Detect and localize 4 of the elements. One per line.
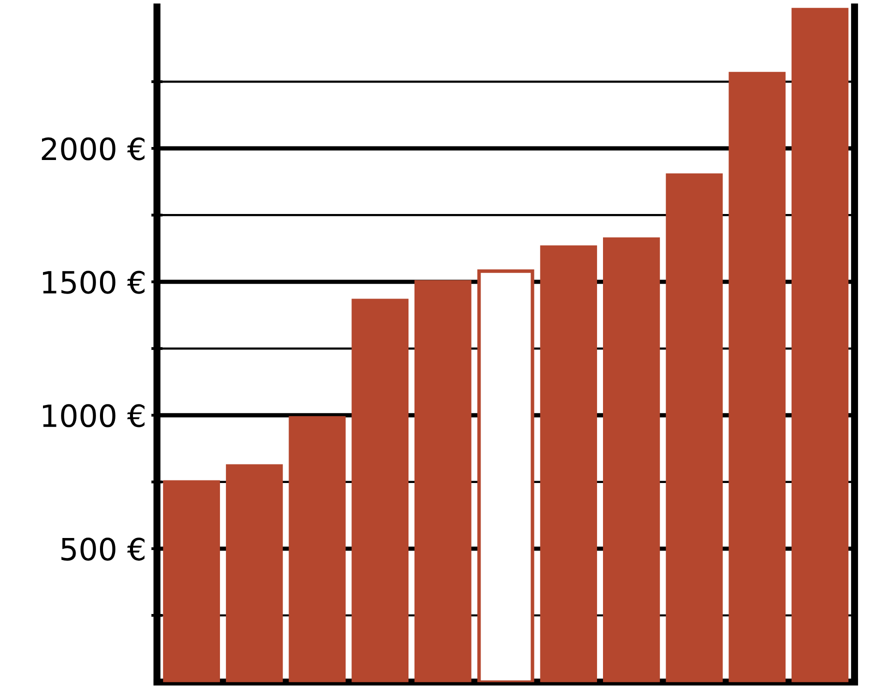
y-tick-label: 1000 € bbox=[42, 404, 145, 428]
y-tick-label: 1500 € bbox=[42, 270, 145, 294]
y-tick-label: 500 € bbox=[61, 538, 145, 561]
y-tick-label: 2000 € bbox=[42, 137, 145, 160]
